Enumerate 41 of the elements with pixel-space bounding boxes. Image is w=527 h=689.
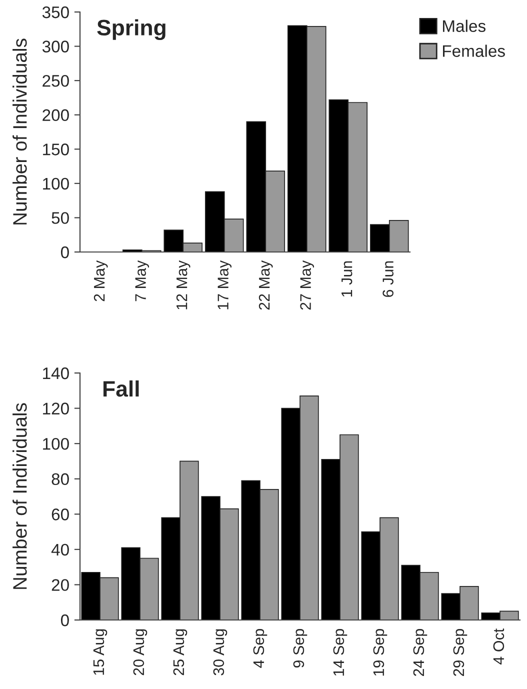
x-tick-label: 25 Aug xyxy=(173,629,188,676)
x-tick-label: 29 Sep xyxy=(453,628,468,676)
y-tick-label: 20 xyxy=(52,579,69,591)
y-tick-label: 0 xyxy=(60,614,69,626)
y-axis-title: Number of Individuals xyxy=(12,403,27,589)
x-tick-label: 22 May xyxy=(258,260,273,310)
y-tick-label: 100 xyxy=(43,178,69,190)
y-tick-label: 150 xyxy=(43,144,69,156)
x-tick-label: 20 Aug xyxy=(133,629,148,676)
y-tick-label: 50 xyxy=(52,212,69,224)
chart-title: Fall xyxy=(103,380,139,397)
y-tick-label: 140 xyxy=(43,367,69,380)
x-tick-label: 17 May xyxy=(218,260,232,310)
x-tick-label: 30 Aug xyxy=(213,629,228,676)
y-tick-label: 0 xyxy=(60,246,69,258)
x-tick-label: 9 Sep xyxy=(293,628,308,668)
y-tick-label: 120 xyxy=(43,402,69,414)
x-tick-label: 14 Sep xyxy=(333,628,348,676)
y-tick-label: 80 xyxy=(52,473,69,486)
x-tick-label: 12 May xyxy=(176,260,190,310)
x-tick-label: 15 Aug xyxy=(93,629,108,675)
x-tick-label: 27 May xyxy=(300,260,314,310)
x-tick-label: 2 May xyxy=(94,260,108,302)
y-tick-label: 250 xyxy=(42,74,69,87)
y-tick-label: 40 xyxy=(51,544,69,556)
x-tick-label: 19 Sep xyxy=(373,628,388,676)
x-tick-label: 7 May xyxy=(135,260,149,302)
y-tick-label: 300 xyxy=(42,40,69,52)
x-tick-label: 24 Sep xyxy=(413,628,428,676)
x-tick-label: 4 Oct xyxy=(493,628,504,664)
y-tick-label: 60 xyxy=(52,508,69,520)
y-axis-title: Number of Individuals xyxy=(12,38,27,224)
y-tick-label: 200 xyxy=(42,109,69,122)
x-tick-label: 6 Jun xyxy=(382,261,394,297)
x-tick-label: 1 Jun xyxy=(342,261,352,297)
legend-label: Males xyxy=(443,20,486,32)
y-tick-label: 100 xyxy=(43,438,69,450)
chart-title: Spring xyxy=(97,19,166,40)
legend-label: Females xyxy=(443,44,505,57)
x-tick-label: 4 Sep xyxy=(253,628,268,668)
y-tick-label: 350 xyxy=(42,6,69,18)
